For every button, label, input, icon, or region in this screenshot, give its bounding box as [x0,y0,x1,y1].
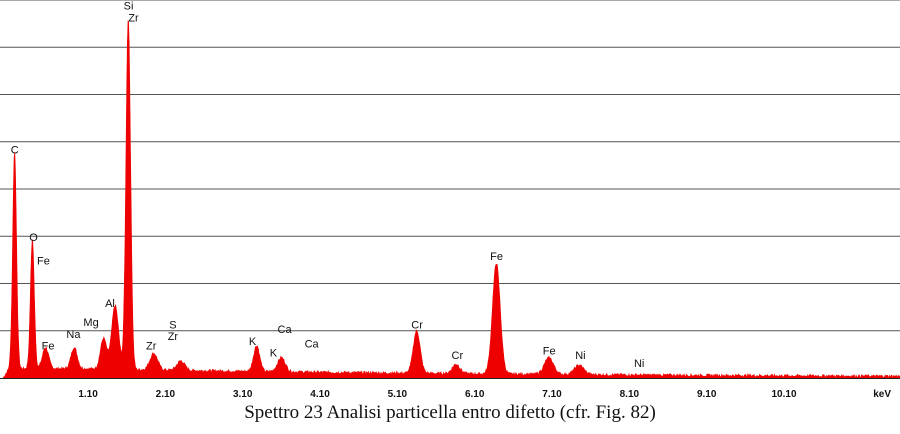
x-tick-label: 8.10 [620,389,640,400]
peak-label: C [11,145,19,157]
peak-label: Cr [411,319,423,331]
peak-label: S [169,319,176,331]
peak-label: Mg [83,317,98,329]
peak-label: Na [66,329,81,341]
peak-label: K [249,336,257,348]
spectrum-series [2,20,900,379]
eds-spectrum-chart: 1.10 2.10 3.10 4.10 5.10 6.10 7.10 8.10 9.10 10.1… [0,0,900,400]
peak-label: Fe [42,341,55,353]
x-tick-label: 1.10 [78,389,98,400]
peak-label: Fe [490,251,503,263]
peak-label: Fe [37,256,50,268]
x-tick-label: 10.10 [771,389,796,400]
peak-label: Zr [146,341,157,353]
x-tick-label: 3.10 [233,389,253,400]
x-tick-label: 9.10 [697,389,717,400]
peak-label: Zr [128,12,139,24]
peak-label: K [270,348,278,360]
gridlines [0,0,900,332]
figure-caption: Spettro 23 Analisi particella entro dife… [244,402,656,423]
x-tick-label: 6.10 [465,389,485,400]
peak-label: O [29,232,38,244]
spectrum-area [2,20,900,379]
x-axis-label: keV [873,389,891,400]
x-tick-label: 4.10 [310,389,330,400]
peak-label: Cr [452,350,464,362]
peak-label: Ni [575,350,585,362]
peak-label: Si [124,0,134,12]
x-tick-label: 2.10 [156,389,176,400]
x-axis: 1.10 2.10 3.10 4.10 5.10 6.10 7.10 8.10 9.10 10.1… [0,378,900,400]
x-tick-label: 5.10 [388,389,408,400]
peak-label: Al [105,298,115,310]
peak-label: Ni [634,358,644,370]
x-tick-label: 7.10 [542,389,562,400]
peak-label: Zr [168,331,179,343]
peak-label: Fe [543,345,556,357]
peak-label: Ca [278,324,293,336]
peak-label: Ca [305,338,320,350]
